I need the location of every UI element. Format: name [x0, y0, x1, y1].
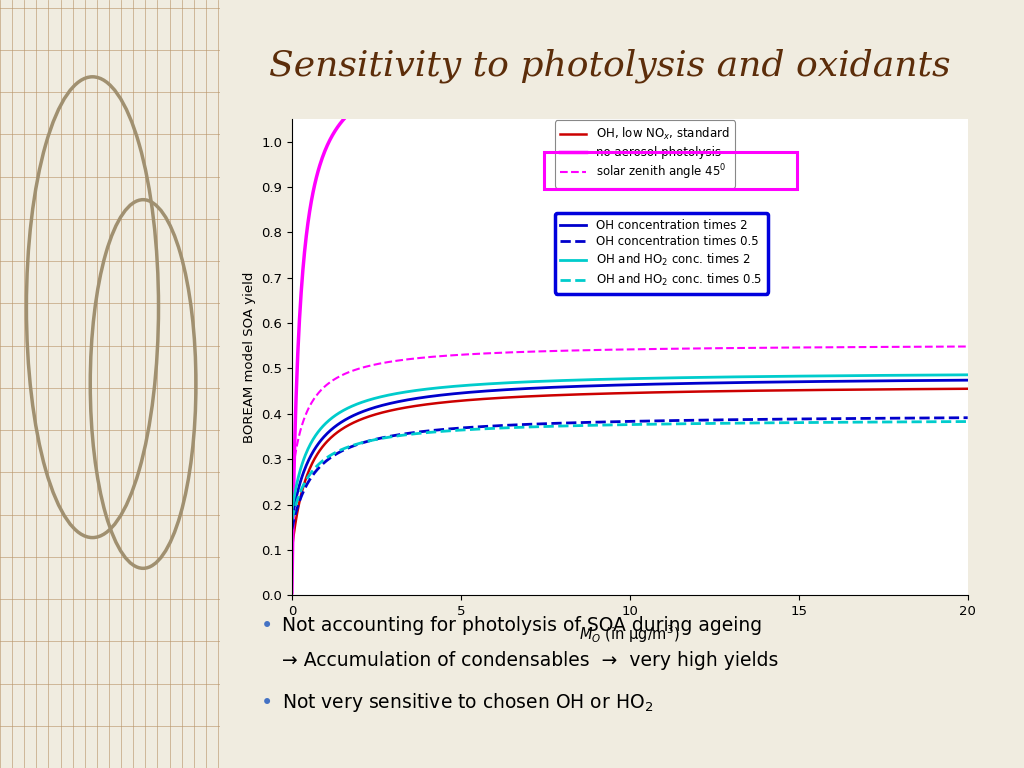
Text: Not very sensitive to chosen OH or HO$_2$: Not very sensitive to chosen OH or HO$_2…: [282, 691, 653, 714]
Legend: OH concentration times 2, OH concentration times 0.5, OH and HO$_2$ conc. times : OH concentration times 2, OH concentrati…: [555, 213, 768, 293]
Text: •: •: [261, 693, 273, 713]
Y-axis label: BOREAM model SOA yield: BOREAM model SOA yield: [243, 271, 256, 443]
Text: •: •: [261, 616, 273, 636]
Text: → Accumulation of condensables  →  very high yields: → Accumulation of condensables → very hi…: [282, 651, 778, 670]
Text: Not accounting for photolysis of SOA during ageing: Not accounting for photolysis of SOA dur…: [282, 617, 762, 635]
Text: Sensitivity to photolysis and oxidants: Sensitivity to photolysis and oxidants: [268, 48, 950, 82]
X-axis label: $M_O$ (in μg/m$^3$): $M_O$ (in μg/m$^3$): [580, 624, 680, 645]
